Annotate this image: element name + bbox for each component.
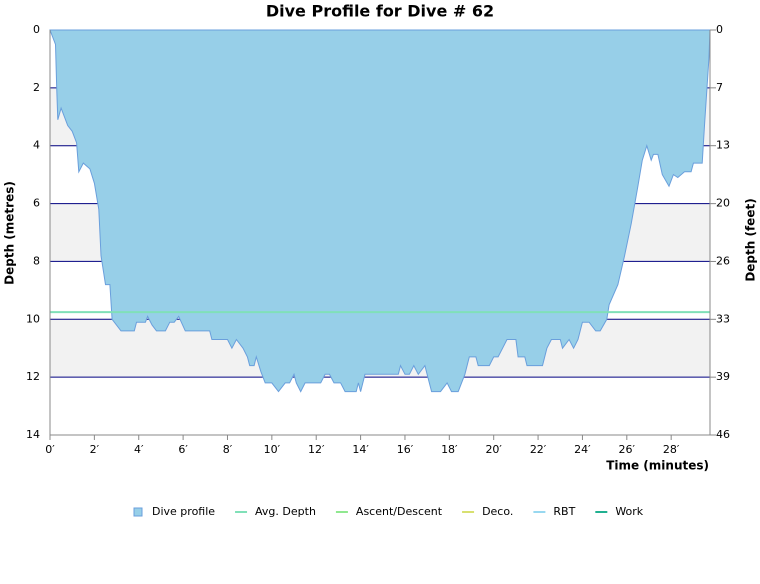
y2-axis-title: Depth (feet) bbox=[744, 198, 758, 281]
x-tick-label: 24′ bbox=[574, 443, 591, 456]
legend-label: Dive profile bbox=[152, 505, 215, 518]
legend-label: Deco. bbox=[482, 505, 513, 518]
y2-tick-label: 33 bbox=[716, 312, 730, 325]
y-axis-title: Depth (metres) bbox=[3, 181, 17, 285]
x-tick-label: 22′ bbox=[530, 443, 547, 456]
y2-tick-label: 46 bbox=[716, 428, 730, 441]
y-tick-label: 0 bbox=[33, 23, 40, 36]
x-tick-label: 2′ bbox=[90, 443, 100, 456]
y2-tick-label: 0 bbox=[716, 23, 723, 36]
x-tick-label: 14′ bbox=[352, 443, 369, 456]
chart-title: Dive Profile for Dive # 62 bbox=[266, 2, 494, 21]
y2-tick-label: 20 bbox=[716, 197, 730, 210]
y-tick-label: 12 bbox=[26, 370, 40, 383]
x-tick-label: 16′ bbox=[397, 443, 414, 456]
legend-label: Avg. Depth bbox=[255, 505, 316, 518]
y-tick-label: 2 bbox=[33, 81, 40, 94]
x-tick-label: 4′ bbox=[134, 443, 144, 456]
x-tick-label: 18′ bbox=[441, 443, 458, 456]
x-tick-label: 26′ bbox=[619, 443, 636, 456]
legend-label: Work bbox=[615, 505, 643, 518]
y-tick-label: 6 bbox=[33, 197, 40, 210]
y2-tick-label: 39 bbox=[716, 370, 730, 383]
x-axis-title: Time (minutes) bbox=[606, 459, 709, 473]
legend-label: Ascent/Descent bbox=[356, 505, 443, 518]
legend-swatch bbox=[133, 507, 143, 517]
y-tick-label: 10 bbox=[26, 312, 40, 325]
y2-tick-label: 7 bbox=[716, 81, 723, 94]
y2-tick-label: 26 bbox=[716, 254, 730, 267]
x-tick-label: 10′ bbox=[264, 443, 281, 456]
y2-tick-label: 13 bbox=[716, 139, 730, 152]
x-tick-label: 8′ bbox=[223, 443, 233, 456]
x-tick-label: 0′ bbox=[45, 443, 55, 456]
dive-profile-area bbox=[49, 29, 711, 393]
y-tick-label: 4 bbox=[33, 139, 40, 152]
legend-label: RBT bbox=[553, 505, 575, 518]
x-tick-label: 12′ bbox=[308, 443, 325, 456]
x-tick-label: 20′ bbox=[485, 443, 502, 456]
y-tick-label: 14 bbox=[26, 428, 40, 441]
x-tick-label: 28′ bbox=[663, 443, 680, 456]
y-tick-label: 8 bbox=[33, 254, 40, 267]
x-tick-label: 6′ bbox=[178, 443, 188, 456]
